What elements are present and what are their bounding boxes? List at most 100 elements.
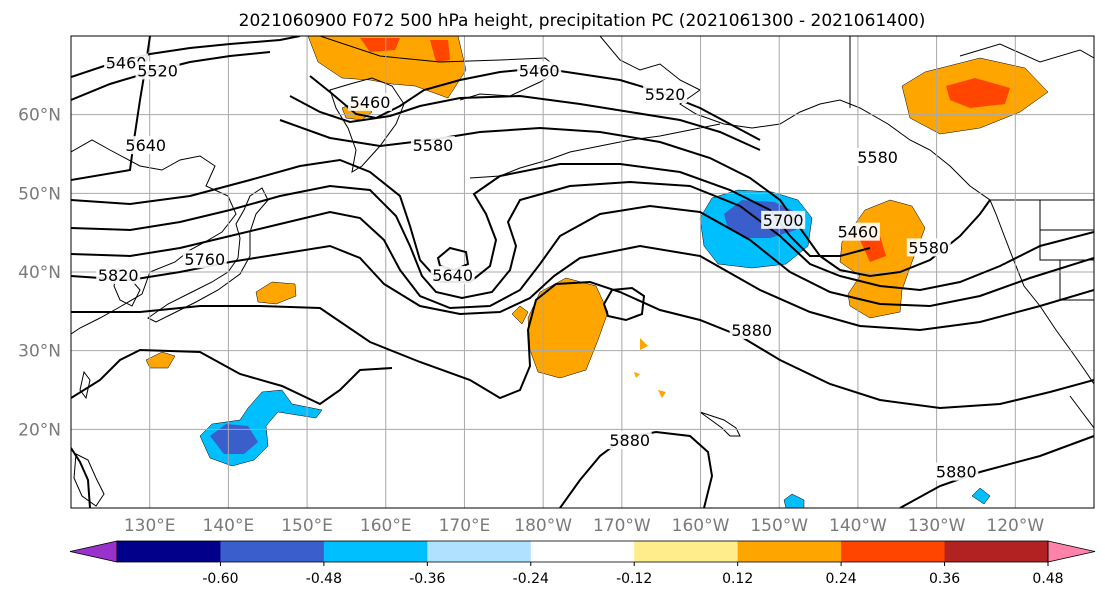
contour-label-bg (934, 462, 979, 481)
shade-area-small-2 (640, 338, 648, 350)
lon-label: 140°E (203, 516, 255, 536)
contour-label: 5460 (350, 93, 391, 112)
contour-label: 5580 (413, 136, 454, 155)
lon-label: 140°W (829, 516, 887, 536)
contour-southwest-corner (71, 447, 91, 508)
colorbar-extend-low (69, 540, 118, 563)
colorbar: -0.60 -0.48 -0.36 -0.24 -0.12 0.12 0.24 0.36 0.4… (69, 540, 1096, 587)
colorbar-swatch (323, 541, 428, 562)
shade-area-neg-east (971, 487, 991, 505)
shade-area-central-pacific (527, 277, 609, 379)
lon-label: 160°E (360, 516, 412, 536)
contour-label: 5460 (838, 223, 879, 242)
colorbar-swatch (634, 541, 739, 562)
contour-label-bg (761, 210, 806, 229)
map-frame (70, 35, 1095, 509)
coastline-aleutians (469, 123, 721, 179)
lat-label: 50°N (18, 184, 61, 204)
lon-label: 130°E (124, 516, 176, 536)
colorbar-swatch (427, 541, 532, 562)
colorbar-tick-label: 0.48 (1032, 571, 1063, 587)
contour-label-bg (906, 238, 951, 257)
colorbar-swatch (944, 541, 1049, 562)
colorbar-extend-high (1047, 540, 1096, 563)
colorbar-tick-label: -0.48 (306, 571, 342, 587)
contour-label: 5520 (645, 85, 686, 104)
colorbar-tick-label: 0.36 (929, 571, 960, 587)
shade-area-kamchatka-north (307, 36, 467, 99)
contour-label: 5880 (731, 321, 772, 340)
contour-label: 5640 (432, 266, 473, 285)
contour-label: 5880 (936, 463, 977, 482)
contour-label-bg (729, 321, 774, 339)
colorbar-tick-label: -0.12 (616, 571, 652, 587)
contour-5520-main (289, 94, 761, 151)
contour-label-bg (643, 85, 688, 103)
lon-label: 160°W (672, 516, 730, 536)
contour-5760 (71, 204, 1094, 310)
coastline-japan (147, 187, 269, 323)
contour-5880-closed-small (602, 286, 646, 322)
colorbar-tick-label: -0.36 (409, 571, 445, 587)
contour-label-bg (182, 250, 227, 269)
contour-5700 (71, 180, 1094, 300)
contour-5880-main (71, 280, 1094, 410)
lat-label: 30°N (18, 342, 61, 362)
contour-5820 (71, 244, 1094, 332)
shade-area-kamchatka-north-core (360, 38, 400, 52)
colorbar-swatch (737, 541, 842, 562)
gridlines (71, 36, 1094, 508)
contour-label-bg (410, 136, 455, 155)
contour-label: 5580 (908, 238, 949, 257)
shade-area-small-1 (511, 305, 529, 325)
contour-5640-main (71, 158, 871, 283)
shade-area-small-3 (658, 390, 666, 398)
map-title: 2021060900 F072 500 hPa height, precipit… (239, 11, 926, 31)
contour-5880-south (559, 430, 714, 508)
colorbar-tick-label: -0.60 (202, 571, 238, 587)
lon-label: 150°E (281, 516, 333, 536)
coastline-alaska (599, 36, 1094, 385)
contour-label: 5760 (184, 250, 225, 269)
colorbar-frame (116, 540, 1049, 563)
contour-label: 5640 (125, 136, 166, 155)
lat-label: 20°N (18, 420, 61, 440)
shade-area-kamchatka-core (430, 40, 450, 62)
lon-label: 130°W (908, 516, 966, 536)
shade-area-low-offshore-core (860, 236, 886, 262)
contour-label: 5460 (519, 61, 560, 80)
colorbar-tick-label: 0.24 (826, 571, 857, 587)
contour-label-bg (430, 265, 475, 284)
colorbar-tick-label: -0.24 (513, 571, 549, 587)
lon-label: 120°W (986, 516, 1044, 536)
lon-label: 170°W (593, 516, 651, 536)
lon-label: 150°W (750, 516, 808, 536)
contour-label: 5700 (763, 211, 804, 230)
contour-label-bg (96, 265, 141, 284)
contour-label: 5880 (609, 431, 650, 450)
shade-area-neg-south (783, 493, 805, 508)
coastline-taiwan-luzon (73, 370, 105, 507)
shade-area-neg-west-core (210, 424, 258, 454)
contour-label-bg (607, 431, 652, 450)
contour-label: 5820 (98, 266, 139, 285)
contour-label: 5520 (137, 61, 178, 80)
shade-area-alaska-core (946, 78, 1010, 108)
lon-label: 180°W (514, 516, 572, 536)
shade-area-japan-east (255, 281, 297, 305)
contour-label-bg (135, 61, 180, 80)
colorbar-swatch (841, 541, 946, 562)
contour-label-bg (835, 222, 880, 241)
colorbar-swatch (117, 541, 221, 562)
contour-label-bg (123, 136, 168, 155)
contour-label-bg (517, 61, 562, 80)
contour-label-bg (348, 92, 393, 111)
colorbar-tick-label: 0.12 (722, 571, 753, 587)
colorbar-swatch (530, 541, 635, 562)
coastline-mexico (1069, 395, 1094, 429)
contour-label: 5580 (857, 148, 898, 167)
lon-label: 170°E (439, 516, 491, 536)
